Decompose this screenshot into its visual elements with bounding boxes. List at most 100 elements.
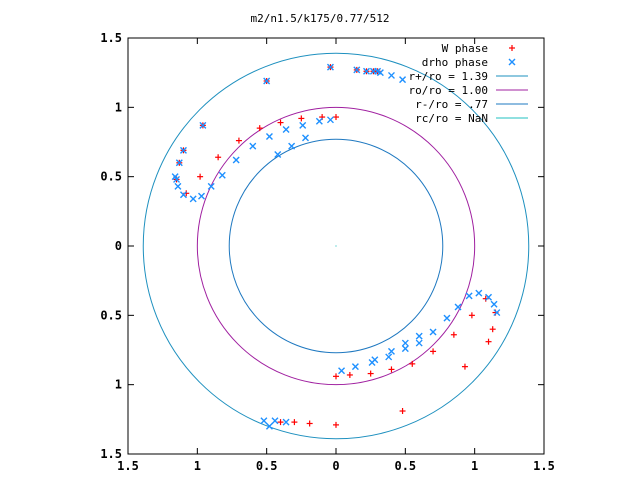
drho-phase-point	[338, 367, 346, 375]
drho-phase-point	[454, 303, 462, 311]
x-tick-label: 0.5	[256, 459, 278, 473]
legend-marks	[496, 45, 528, 119]
data-series	[171, 63, 501, 430]
drho-phase-point	[171, 173, 179, 181]
legend-label-r-o: ro/ro = 1.00	[409, 84, 488, 97]
legend: W phase drho phase r+/ro = 1.39 ro/ro = …	[409, 42, 528, 125]
w-phase-point	[197, 173, 204, 180]
drho-phase-point	[429, 328, 437, 336]
w-phase-point	[346, 371, 353, 378]
drho-phase-point	[179, 191, 187, 199]
drho-phase-point	[387, 71, 395, 79]
drho-phase-point	[265, 422, 273, 430]
w-phase-point	[485, 338, 492, 345]
drho-phase-point	[175, 159, 183, 167]
legend-label-drho-phase: drho phase	[422, 56, 488, 69]
w-phase-point	[277, 419, 284, 426]
drho-phase-point	[271, 417, 279, 425]
radius-circle	[142, 52, 530, 440]
drho-phase-point	[189, 195, 197, 203]
y-tick-label: 1.5	[100, 447, 122, 461]
y-tick-label: 0	[115, 239, 122, 253]
drho-phase-point	[274, 150, 282, 158]
drho-phase-point	[282, 418, 290, 426]
legend-mark-drho-phase	[508, 58, 516, 66]
drho-phase-point	[199, 121, 207, 129]
legend-label-r-c: rc/ro = NaN	[415, 112, 488, 125]
w-phase-point	[291, 419, 298, 426]
w-phase-point	[468, 312, 475, 319]
drho-phase-point	[399, 76, 407, 84]
w-phase-point	[430, 348, 437, 355]
x-tick-label: 1.5	[533, 459, 555, 473]
drho-phase-point	[353, 66, 361, 74]
w-phase-point	[409, 360, 416, 367]
radius-circles	[142, 52, 530, 440]
y-tick-label: 1.5	[100, 31, 122, 45]
y-tick-label: 1	[115, 100, 122, 114]
drho-phase-point	[174, 182, 182, 190]
w-phase-point	[215, 154, 222, 161]
drho-phase-point	[282, 126, 290, 134]
legend-label-r-minus: r-/ro = .77	[415, 98, 488, 111]
drho-phase-point	[315, 117, 323, 125]
x-tick-label: 1.5	[117, 459, 139, 473]
x-tick-label: 0.5	[394, 459, 416, 473]
w-phase-point	[235, 137, 242, 144]
chart-title: m2/n1.5/k175/0.77/512	[250, 12, 389, 25]
drho-phase-point	[232, 156, 240, 164]
w-phase-point	[367, 370, 374, 377]
w-phase-point	[333, 421, 339, 428]
drho-phase-point	[351, 363, 359, 371]
w-phase-point	[256, 125, 263, 132]
w-phase-point	[489, 326, 496, 333]
drho-phase-point	[179, 146, 187, 154]
drho-phase-point	[218, 171, 226, 179]
drho-phase-point	[385, 353, 393, 361]
w-phase-point	[461, 363, 468, 370]
radius-circle	[196, 106, 476, 386]
drho-phase-point	[371, 356, 379, 364]
drho-phase-point	[490, 300, 498, 308]
drho-phase-point	[263, 77, 271, 85]
legend-label-w-phase: W phase	[442, 42, 488, 55]
drho-phase-point	[465, 292, 473, 300]
w-phase-point	[333, 373, 339, 380]
y-tick-label: 1	[115, 378, 122, 392]
x-tick-label: 1	[471, 459, 478, 473]
drho-phase-point	[401, 339, 409, 347]
drho-phase-point	[387, 347, 395, 355]
legend-label-r-plus: r+/ro = 1.39	[409, 70, 488, 83]
y-tick-label: 0.5	[100, 170, 122, 184]
axis-ticks: 1.5 1 0.5 0 0.5 1 1.51.510.500.511.5	[100, 31, 555, 473]
drho-phase-point	[415, 332, 423, 340]
w-phase-point	[277, 119, 284, 126]
w-phase-point	[298, 115, 305, 122]
drho-phase-point	[265, 132, 273, 140]
drho-phase-point	[249, 142, 257, 150]
drho-phase-point	[493, 309, 501, 317]
w-phase-point	[306, 420, 313, 427]
w-phase-point	[333, 114, 339, 121]
series-drho-phase	[171, 63, 501, 430]
center-point	[335, 245, 337, 247]
drho-phase-point	[207, 182, 215, 190]
y-tick-label: 0.5	[100, 308, 122, 322]
w-phase-point	[450, 331, 457, 338]
drho-phase-point	[376, 69, 384, 77]
drho-phase-point	[299, 121, 307, 129]
drho-phase-point	[288, 142, 296, 150]
drho-phase-point	[443, 314, 451, 322]
drho-phase-point	[485, 293, 493, 301]
drho-phase-point	[401, 345, 409, 353]
drho-phase-point	[363, 67, 371, 75]
drho-phase-point	[326, 116, 334, 124]
drho-phase-point	[301, 134, 309, 142]
drho-phase-point	[197, 192, 205, 200]
legend-mark-w-phase	[509, 45, 515, 51]
x-tick-label: 0	[332, 459, 339, 473]
radius-circle	[228, 138, 444, 354]
x-tick-label: 1	[194, 459, 201, 473]
series-w-phase	[173, 64, 499, 428]
drho-phase-point	[415, 339, 423, 347]
